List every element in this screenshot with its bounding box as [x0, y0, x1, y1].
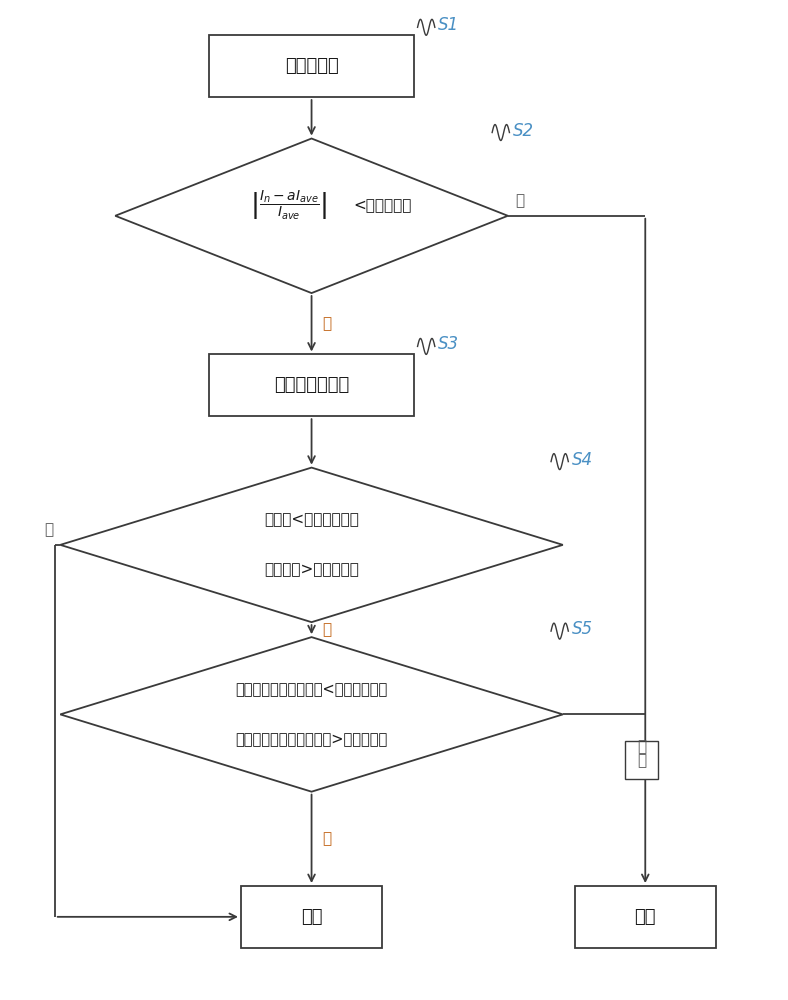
Text: 感测电流值: 感测电流值: [284, 57, 338, 75]
Text: S4: S4: [571, 451, 593, 469]
Text: 否: 否: [637, 739, 646, 754]
Bar: [241, 886, 382, 948]
Text: 是: 是: [322, 622, 331, 637]
Polygon shape: [60, 637, 563, 792]
Bar: [210, 354, 414, 416]
Text: 或变化率>第三预定值: 或变化率>第三预定值: [264, 562, 359, 577]
Text: 变化率<第二预定值，: 变化率<第二预定值，: [264, 512, 359, 527]
Text: $\left|\dfrac{I_n - aI_{ave}}{I_{ave}}\right|$: $\left|\dfrac{I_n - aI_{ave}}{I_{ave}}\r…: [250, 189, 326, 222]
Bar: [574, 886, 716, 948]
Text: S1: S1: [438, 16, 459, 34]
Text: 正常: 正常: [301, 908, 322, 926]
Polygon shape: [115, 139, 507, 293]
Text: 否: 否: [637, 753, 646, 768]
Text: 计算电流变化率: 计算电流变化率: [274, 376, 349, 394]
Text: 否: 否: [44, 522, 54, 537]
Text: S3: S3: [438, 335, 459, 353]
Text: 异常: 异常: [634, 908, 656, 926]
Bar: [210, 35, 414, 97]
Text: S5: S5: [571, 620, 593, 638]
Text: 或相邻或相近电流变化率>第三预定值: 或相邻或相近电流变化率>第三预定值: [236, 732, 388, 747]
Text: 相邻或相近电流变化率<第二预定值，: 相邻或相近电流变化率<第二预定值，: [236, 682, 388, 697]
Text: 是: 是: [322, 831, 331, 846]
Text: 是: 是: [322, 316, 331, 331]
Text: <第一预定值: <第一预定值: [353, 198, 411, 213]
Polygon shape: [60, 468, 563, 622]
Bar: [625, 741, 658, 779]
Text: 否: 否: [515, 193, 525, 208]
Text: S2: S2: [512, 122, 533, 140]
